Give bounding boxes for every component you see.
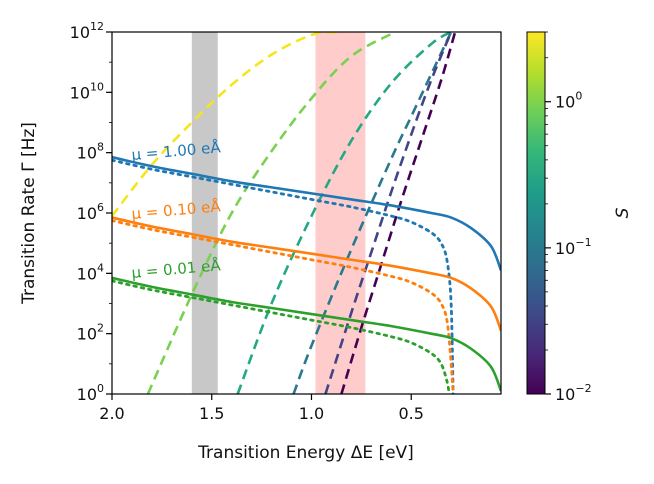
series-S-0.07 bbox=[292, 32, 453, 394]
x-tick-label: 1.5 bbox=[199, 404, 224, 423]
y-tick-label: 104 bbox=[77, 261, 104, 283]
x-tick-label: 0.5 bbox=[399, 404, 424, 423]
series-S-2.0 bbox=[112, 32, 338, 217]
series-S-0.6 bbox=[146, 32, 396, 394]
y-axis: 100 102 104 106 108 1010 1012 bbox=[70, 20, 112, 404]
y-axis-label: Transition Rate Γ [Hz] bbox=[19, 122, 39, 305]
y-tick-label: 1010 bbox=[70, 80, 104, 102]
colorbar-tick-label: 100 bbox=[555, 90, 582, 112]
colorbar-tick-label: 10−2 bbox=[555, 382, 592, 404]
y-tick-label: 108 bbox=[77, 141, 104, 163]
series-mu-1.00-dotted bbox=[112, 158, 455, 394]
series-mu-0.01 bbox=[112, 276, 501, 392]
y-tick-label: 100 bbox=[77, 382, 104, 404]
series-S-0.01 bbox=[340, 32, 457, 394]
solid-series-group bbox=[112, 155, 501, 392]
x-tick-label: 2.0 bbox=[99, 404, 124, 423]
series-mu-0.10 bbox=[112, 216, 501, 332]
gray-band bbox=[191, 32, 218, 394]
series-S-0.025 bbox=[324, 32, 453, 394]
dotted-series-group bbox=[112, 158, 455, 394]
x-tick-label: 1.0 bbox=[299, 404, 324, 423]
y-tick-label: 1012 bbox=[70, 20, 104, 42]
dashed-series-group bbox=[112, 32, 457, 394]
colorbar bbox=[526, 31, 546, 395]
series-mu-0.10-dotted bbox=[112, 219, 455, 394]
pink-band bbox=[315, 32, 366, 394]
colorbar-tick-label: 10−1 bbox=[555, 236, 592, 258]
x-axis-label: Transition Energy ΔE [eV] bbox=[197, 443, 414, 463]
colorbar-label: S bbox=[613, 207, 633, 218]
shaded-bands bbox=[191, 32, 366, 394]
colorbar-ticks: 10−2 10−1 100 bbox=[545, 31, 592, 404]
series-S-0.2 bbox=[236, 32, 452, 394]
y-tick-label: 106 bbox=[77, 201, 104, 223]
series-mu-0.01-dotted bbox=[112, 279, 451, 394]
series-mu-1.00 bbox=[112, 155, 501, 271]
y-tick-label: 102 bbox=[77, 322, 104, 344]
x-axis: 2.0 1.5 1.0 0.5 bbox=[99, 394, 424, 423]
